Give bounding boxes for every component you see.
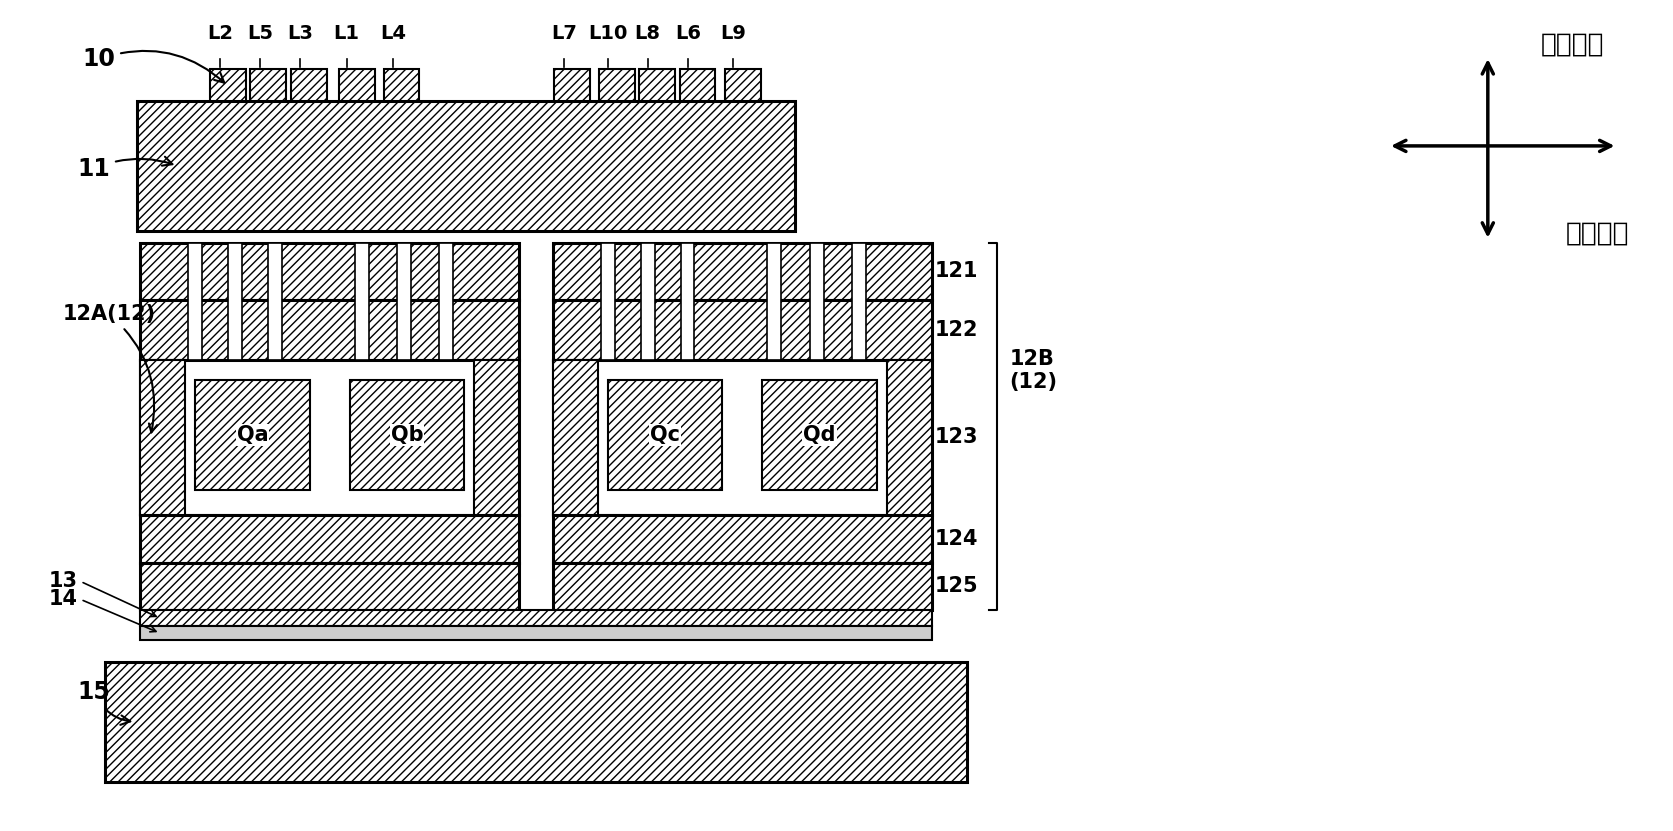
Bar	[679, 69, 714, 103]
Text: L1: L1	[333, 24, 360, 43]
Text: 堆疊方向: 堆疊方向	[1539, 32, 1603, 57]
Bar	[187, 243, 202, 360]
Bar	[887, 360, 932, 514]
Bar	[473, 360, 519, 514]
Bar	[552, 514, 932, 563]
Bar	[852, 243, 865, 360]
Text: Qa: Qa	[236, 425, 268, 445]
Text: L7: L7	[550, 24, 577, 43]
Text: Qb: Qb	[390, 425, 423, 445]
Text: 15: 15	[77, 680, 130, 725]
Text: L10: L10	[587, 24, 627, 43]
Bar	[397, 243, 412, 360]
Bar	[249, 69, 286, 103]
Text: 11: 11	[77, 157, 172, 181]
Bar	[552, 563, 932, 610]
Text: L3: L3	[286, 24, 313, 43]
Text: 123: 123	[934, 427, 977, 447]
Text: L4: L4	[380, 24, 407, 43]
Text: 125: 125	[934, 577, 977, 597]
Bar	[438, 243, 453, 360]
Bar	[599, 69, 634, 103]
Bar	[228, 243, 243, 360]
Bar	[601, 243, 614, 360]
Text: 垂直方向: 垂直方向	[1564, 221, 1628, 247]
Text: Qc: Qc	[649, 425, 679, 445]
Text: L9: L9	[719, 24, 746, 43]
Bar	[383, 69, 420, 103]
Text: L8: L8	[634, 24, 661, 43]
Bar	[141, 627, 932, 640]
Bar	[141, 360, 519, 514]
Bar	[552, 243, 932, 300]
Bar	[761, 380, 877, 489]
Bar	[552, 360, 932, 514]
Bar	[552, 360, 597, 514]
Text: 13: 13	[49, 572, 77, 592]
Bar	[105, 662, 965, 782]
Bar	[137, 101, 795, 231]
Bar	[607, 380, 723, 489]
Bar	[641, 243, 654, 360]
Text: 122: 122	[934, 320, 977, 340]
Text: 12A(12): 12A(12)	[62, 304, 157, 432]
Bar	[141, 300, 519, 360]
Bar	[766, 243, 781, 360]
Text: 10: 10	[82, 47, 224, 82]
Text: Qd: Qd	[803, 425, 835, 445]
Bar	[211, 69, 246, 103]
Text: 12B
(12): 12B (12)	[1009, 348, 1057, 391]
Bar	[552, 300, 932, 360]
Bar	[291, 69, 326, 103]
Bar	[141, 243, 519, 300]
Bar	[355, 243, 368, 360]
Text: 14: 14	[49, 589, 77, 609]
Bar	[141, 610, 932, 627]
Bar	[681, 243, 694, 360]
Text: L6: L6	[676, 24, 701, 43]
Bar	[554, 69, 589, 103]
Bar	[350, 380, 463, 489]
Bar	[196, 380, 310, 489]
Text: L2: L2	[207, 24, 233, 43]
Bar	[724, 69, 761, 103]
Bar	[268, 243, 281, 360]
Bar	[141, 563, 519, 610]
Bar	[141, 514, 519, 563]
Bar	[639, 69, 674, 103]
Text: L5: L5	[248, 24, 273, 43]
Text: 124: 124	[934, 529, 977, 548]
Bar	[338, 69, 375, 103]
Bar	[141, 360, 186, 514]
Text: 121: 121	[934, 262, 977, 282]
Bar	[810, 243, 823, 360]
